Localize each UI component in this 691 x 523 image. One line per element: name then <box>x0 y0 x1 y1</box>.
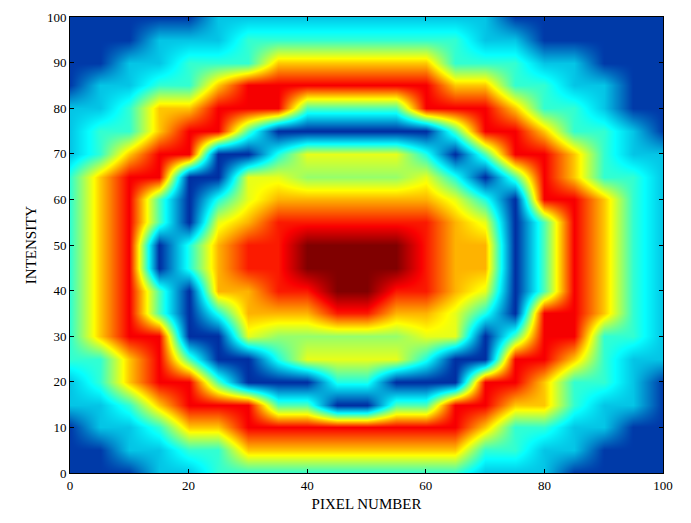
svg-text:60: 60 <box>419 478 432 493</box>
svg-text:100: 100 <box>653 478 673 493</box>
svg-text:0: 0 <box>60 466 67 481</box>
svg-text:40: 40 <box>53 283 66 298</box>
svg-text:70: 70 <box>53 146 66 161</box>
svg-text:80: 80 <box>538 478 551 493</box>
svg-text:20: 20 <box>53 374 66 389</box>
svg-text:10: 10 <box>53 420 66 435</box>
svg-text:40: 40 <box>301 478 314 493</box>
svg-text:20: 20 <box>182 478 195 493</box>
svg-text:0: 0 <box>67 478 74 493</box>
svg-text:60: 60 <box>53 192 66 207</box>
svg-text:100: 100 <box>47 10 67 25</box>
svg-text:90: 90 <box>53 55 66 70</box>
svg-text:PIXEL NUMBER: PIXEL NUMBER <box>312 496 422 512</box>
svg-text:INTENSITY: INTENSITY <box>23 206 39 284</box>
svg-text:80: 80 <box>53 101 66 116</box>
svg-text:50: 50 <box>53 238 66 253</box>
svg-text:30: 30 <box>53 329 66 344</box>
